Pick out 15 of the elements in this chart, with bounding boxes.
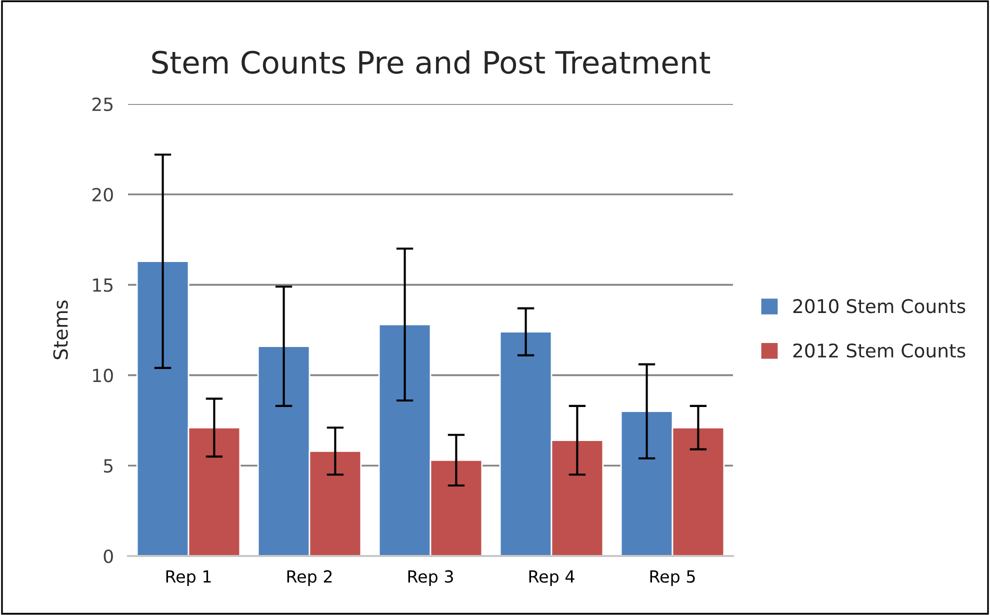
x-tick-label: Rep 4 — [529, 570, 574, 586]
y-tick-label: 10 — [93, 368, 113, 382]
y-axis-title: Stems — [53, 300, 68, 360]
y-tick-label: 25 — [92, 97, 113, 112]
x-tick-label: Rep 5 — [650, 570, 695, 586]
y-tick-label: 5 — [104, 459, 113, 473]
legend-label: 2012 Stem Counts — [793, 343, 966, 358]
x-tick-label: Rep 2 — [287, 570, 332, 586]
y-tick-label: 20 — [92, 188, 113, 202]
x-tick-label: Rep 3 — [408, 570, 453, 586]
legend-label: 2010 Stem Counts — [793, 299, 966, 314]
x-tick-label: Rep 1 — [166, 570, 211, 586]
chart-title: Stem Counts Pre and Post Treatment — [152, 50, 710, 74]
y-tick-label: 0 — [104, 549, 113, 564]
y-tick-label: 15 — [93, 278, 113, 292]
